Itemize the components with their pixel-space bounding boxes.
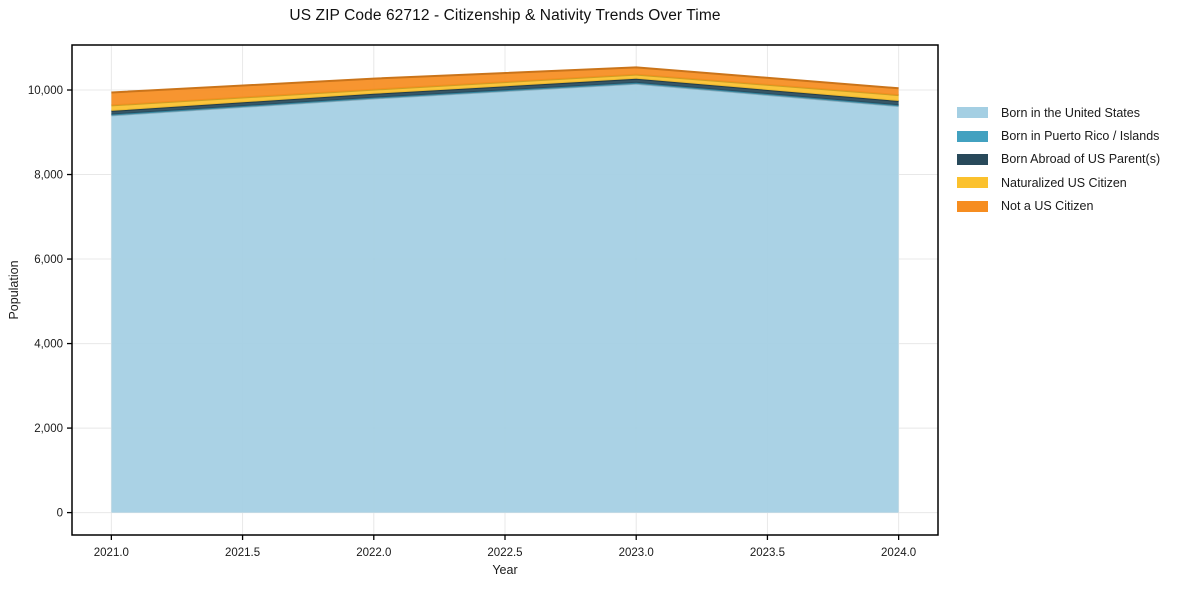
legend: Born in the United States Born in Puerto… bbox=[957, 101, 1160, 218]
legend-label: Born in Puerto Rico / Islands bbox=[1001, 129, 1160, 144]
legend-item: Born Abroad of US Parent(s) bbox=[957, 148, 1160, 171]
legend-swatch-icon bbox=[957, 107, 988, 119]
legend-item: Born in Puerto Rico / Islands bbox=[957, 124, 1160, 147]
x-tick-label-2023.0: 2023.0 bbox=[619, 547, 654, 559]
x-tick-label-2023.5: 2023.5 bbox=[750, 547, 785, 559]
legend-label: Not a US Citizen bbox=[1001, 199, 1094, 214]
legend-swatch-icon bbox=[957, 200, 988, 212]
x-axis-label: Year bbox=[492, 563, 518, 577]
legend-item: Not a US Citizen bbox=[957, 195, 1160, 218]
legend-label: Born in the United States bbox=[1001, 105, 1140, 120]
edge-not-a-us-citizen bbox=[111, 66, 899, 94]
x-tick-label-2021.5: 2021.5 bbox=[225, 547, 260, 559]
y-tick-label-6,000: 6,000 bbox=[34, 254, 63, 266]
area-born-abroad-of-us-parent-s bbox=[111, 78, 899, 115]
x-tick-label-2022.5: 2022.5 bbox=[487, 547, 522, 559]
y-tick-label-8,000: 8,000 bbox=[34, 170, 63, 182]
legend-swatch-icon bbox=[957, 130, 988, 142]
legend-item: Naturalized US Citizen bbox=[957, 171, 1160, 194]
area-naturalized-us-citizen bbox=[111, 74, 899, 111]
area-not-a-us-citizen bbox=[111, 67, 899, 106]
x-tick-label-2021.0: 2021.0 bbox=[94, 547, 129, 559]
legend-swatch-icon bbox=[957, 153, 988, 165]
y-tick-label-0: 0 bbox=[57, 508, 63, 520]
x-tick-label-2022.0: 2022.0 bbox=[356, 547, 391, 559]
area-born-in-the-united-states bbox=[111, 83, 899, 513]
y-tick-label-4,000: 4,000 bbox=[34, 339, 63, 351]
x-tick-label-2024.0: 2024.0 bbox=[881, 547, 916, 559]
legend-swatch-icon bbox=[957, 177, 988, 189]
y-tick-label-10,000: 10,000 bbox=[28, 85, 63, 97]
y-axis-label: Population bbox=[7, 260, 21, 320]
legend-label: Born Abroad of US Parent(s) bbox=[1001, 152, 1161, 167]
y-tick-label-2,000: 2,000 bbox=[34, 423, 63, 435]
legend-label: Naturalized US Citizen bbox=[1001, 175, 1127, 190]
chart-title: US ZIP Code 62712 - Citizenship & Nativi… bbox=[289, 7, 721, 24]
legend-item: Born in the United States bbox=[957, 101, 1160, 124]
